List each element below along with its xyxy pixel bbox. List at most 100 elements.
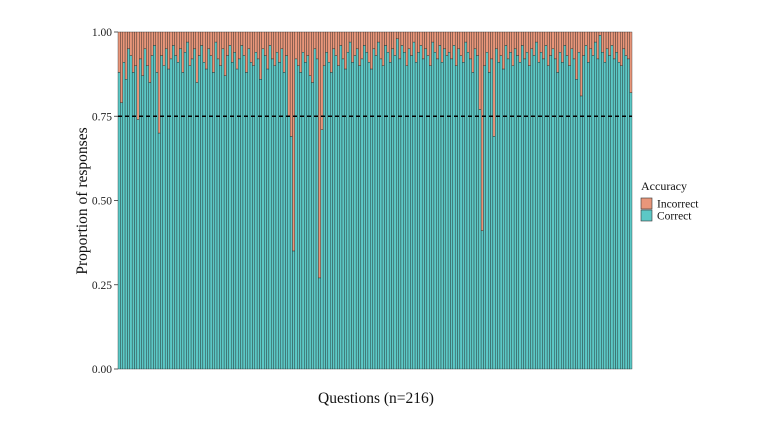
bar-incorrect [205,31,208,70]
bar-correct [622,48,626,370]
bar-correct [521,45,524,370]
bar-incorrect [421,31,425,60]
bar-correct [334,55,338,370]
bar-incorrect [242,31,246,56]
bar-incorrect [544,31,548,46]
bar-incorrect [169,31,173,60]
bar-incorrect [485,31,489,53]
bar-correct [254,52,258,370]
bar-incorrect [438,31,442,46]
bar-incorrect [264,31,267,56]
bar-incorrect [360,31,364,60]
bar-correct [134,65,138,370]
bar-correct [554,58,557,370]
bar-correct [587,62,590,370]
bar-incorrect [334,31,338,56]
bar-correct [615,52,619,370]
bar-correct [608,55,611,370]
bar-correct [407,48,411,370]
bar-incorrect [285,31,288,56]
bar-incorrect [403,31,406,53]
bar-correct [374,55,378,370]
bar-incorrect [535,31,538,43]
bar-incorrect [398,31,402,60]
bar-incorrect [346,31,350,53]
bar-correct [355,48,359,370]
bar-incorrect [487,31,491,73]
bar-correct [591,55,595,370]
bar-incorrect [278,31,281,63]
bar-incorrect [577,31,581,53]
bar-correct [528,65,531,370]
bar-correct [143,48,147,370]
bar-incorrect [304,31,307,63]
bar-incorrect [417,31,420,53]
bar-correct [414,62,418,370]
bar-correct [332,48,336,370]
bar-incorrect [122,31,126,63]
bar-incorrect [139,31,142,60]
bar-incorrect [186,31,189,43]
bar-incorrect [129,31,133,56]
bar-correct [483,65,486,370]
bar-correct [504,45,508,370]
bar-incorrect [506,31,510,60]
bar-correct [282,72,286,370]
bar-correct [549,55,553,370]
bar-incorrect [598,31,602,36]
bar-incorrect [238,31,241,60]
bar-correct [478,109,482,370]
bar-correct [601,52,604,370]
bar-incorrect [377,31,380,43]
bar-incorrect [226,31,229,56]
bar-incorrect [419,31,423,46]
bar-incorrect [313,31,317,50]
bar-correct [405,65,409,370]
bar-incorrect [157,31,161,134]
bar-incorrect [523,31,527,60]
bar-incorrect [164,31,168,50]
bar-incorrect [478,31,482,110]
bar-incorrect [247,31,251,50]
bar-correct [266,68,270,370]
bar-correct [141,75,145,370]
bar-incorrect [495,31,498,50]
bar-correct [537,62,541,370]
bar-correct [542,58,545,370]
legend-swatch-incorrect [640,197,653,210]
bar-correct [188,65,192,370]
bar-correct [202,62,206,370]
y-tick-label: 0.75 [92,111,112,123]
bar-correct [127,48,130,370]
bar-correct [289,136,293,370]
bar-incorrect [447,31,451,53]
bar-incorrect [537,31,541,63]
bar-incorrect [252,31,255,66]
bar-incorrect [584,31,588,46]
bar-correct [429,65,432,370]
bar-correct [271,58,274,370]
bar-incorrect [624,31,628,56]
bar-correct [476,55,479,370]
bar-correct [162,65,166,370]
legend: Accuracy Incorrect Correct [640,179,699,223]
bar-correct [365,52,369,370]
bar-correct [311,82,314,370]
bar-correct [297,65,300,370]
bar-incorrect [457,31,461,50]
bar-incorrect [542,31,545,60]
bar-correct [582,55,586,370]
bar-correct [603,62,607,370]
bar-incorrect [568,31,571,66]
bar-correct [492,136,496,370]
bar-incorrect [162,31,166,66]
bar-incorrect [466,31,470,53]
bar-correct [337,65,340,370]
bar-correct [532,55,536,370]
bar-correct [530,48,534,370]
bar-correct [273,65,277,370]
bar-incorrect [476,31,479,56]
bar-correct [466,52,470,370]
bar-incorrect [363,31,366,46]
bar-incorrect [480,31,484,232]
